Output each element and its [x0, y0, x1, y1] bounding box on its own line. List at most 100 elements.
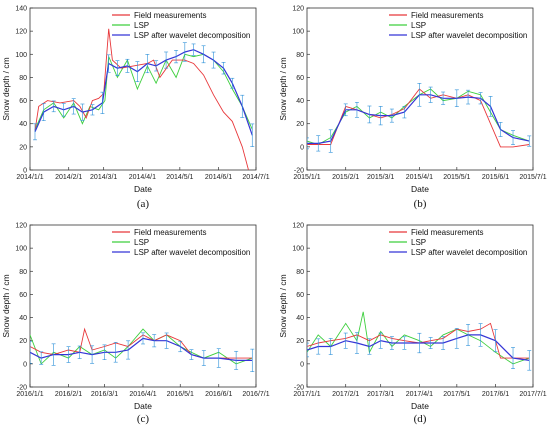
x-tick-label: 2017/1/1 [293, 391, 320, 398]
x-tick-label: 2017/4/1 [406, 391, 433, 398]
x-tick-label: 2014/1/1 [16, 174, 43, 181]
y-tick-label: 20 [19, 338, 27, 345]
x-tick-label: 2014/7/1 [242, 174, 269, 181]
y-axis-title: Snow depth / cm [1, 274, 11, 337]
x-tick-label: 2014/6/1 [205, 174, 232, 181]
plot-area [307, 311, 532, 371]
x-tick-label: 2014/5/1 [166, 174, 193, 181]
y-tick-label: 60 [19, 292, 27, 299]
legend-label-wavelet: LSP after wavelet decomposition [134, 248, 250, 257]
x-tick-label: 2015/1/1 [293, 174, 320, 181]
plot-frame [29, 224, 257, 388]
x-tick-label: 2015/2/1 [332, 174, 359, 181]
chart-panel-4: -20 0 20 40 60 80 100 120 2017/1/1 2017/2/1 2017/3… [278, 223, 547, 426]
legend-label-field: Field measurements [411, 11, 483, 20]
x-tick-label: 2016/6/1 [205, 391, 232, 398]
series-line-lsp [30, 328, 253, 365]
x-tick-label: 2017/5/1 [443, 391, 470, 398]
y-tick-label: 60 [19, 98, 27, 105]
x-tick-label: 2016/4/1 [129, 391, 156, 398]
plot-area [30, 327, 255, 372]
y-axis-title: Snow depth / cm [278, 274, 288, 337]
x-axis-title: Date [411, 401, 429, 411]
series-line-wavelet [34, 49, 253, 136]
x-tick-label: 2017/2/1 [332, 391, 359, 398]
y-tick-label: 80 [19, 269, 27, 276]
panel-label: (a) [137, 198, 150, 210]
panel-label: (c) [137, 413, 150, 425]
y-tick-label: -20 [294, 385, 304, 392]
x-tick-label: 2015/5/1 [443, 174, 470, 181]
series-line-wavelet [30, 337, 253, 361]
chart-panel-1: 0 20 40 60 80 100 120 140 2014/1/1 2014/2/1 2014/3… [1, 6, 270, 211]
plot-area [32, 28, 255, 170]
y-tick-label: 60 [296, 75, 304, 82]
y-tick-label: 80 [296, 269, 304, 276]
y-tick-label: 0 [23, 168, 27, 175]
legend-label-lsp: LSP [134, 21, 149, 30]
y-tick-label: 0 [300, 144, 304, 151]
x-tick-label: 2015/4/1 [406, 174, 433, 181]
x-tick-label: 2014/4/1 [129, 174, 156, 181]
x-tick-label: 2017/7/1 [519, 391, 546, 398]
y-tick-label: 40 [19, 121, 27, 128]
x-axis-title: Date [134, 184, 152, 194]
legend-label-field: Field measurements [134, 228, 206, 237]
y-axis-title: Snow depth / cm [278, 57, 288, 120]
x-tick-label: 2016/1/1 [16, 391, 43, 398]
y-tick-label: 20 [296, 121, 304, 128]
x-tick-label: 2014/3/1 [90, 174, 117, 181]
y-tick-label: 0 [300, 361, 304, 368]
panel-label: (b) [414, 198, 427, 210]
y-tick-label: 100 [15, 246, 27, 253]
x-axis-title: Date [411, 184, 429, 194]
y-tick-label: 80 [296, 52, 304, 59]
legend-label-lsp: LSP [134, 238, 149, 247]
y-tick-label: 120 [15, 223, 27, 230]
legend-label-wavelet: LSP after wavelet decomposition [134, 31, 250, 40]
y-tick-label: 0 [23, 361, 27, 368]
legend-label-wavelet: LSP after wavelet decomposition [411, 31, 527, 40]
legend-label-lsp: LSP [411, 238, 426, 247]
y-tick-label: 40 [296, 315, 304, 322]
y-tick-label: 60 [296, 292, 304, 299]
y-tick-label: 120 [292, 223, 304, 230]
chart-panel-3: -20 0 20 40 60 80 100 120 2016/1/1 2016/2/1 2016/3… [1, 223, 270, 426]
y-axis-title: Snow depth / cm [1, 57, 11, 120]
y-tick-label: 100 [292, 246, 304, 253]
y-tick-label: 40 [19, 315, 27, 322]
y-tick-label: 100 [15, 52, 27, 59]
y-tick-label: 20 [296, 338, 304, 345]
legend-label-lsp: LSP [411, 21, 426, 30]
y-tick-label: 120 [15, 29, 27, 36]
legend-label-wavelet: LSP after wavelet decomposition [411, 248, 527, 257]
legend-label-field: Field measurements [411, 228, 483, 237]
series-line-wavelet [307, 334, 530, 361]
y-tick-label: -20 [294, 168, 304, 175]
x-tick-label: 2015/6/1 [482, 174, 509, 181]
y-tick-label: 80 [19, 75, 27, 82]
x-tick-label: 2016/7/1 [242, 391, 269, 398]
y-tick-label: -20 [17, 385, 27, 392]
y-tick-label: 40 [296, 98, 304, 105]
panel-label: (d) [414, 413, 427, 425]
x-tick-label: 2017/6/1 [482, 391, 509, 398]
x-tick-label: 2016/5/1 [167, 391, 194, 398]
plot-frame [29, 7, 257, 171]
x-tick-label: 2014/2/1 [55, 174, 82, 181]
y-tick-label: 140 [15, 6, 27, 13]
x-tick-label: 2015/3/1 [367, 174, 394, 181]
x-tick-label: 2017/3/1 [367, 391, 394, 398]
x-tick-label: 2015/7/1 [519, 174, 546, 181]
plot-frame [306, 224, 534, 388]
y-tick-label: 20 [19, 144, 27, 151]
legend-label-field: Field measurements [134, 11, 206, 20]
chart-panel-2: -20 0 20 40 60 80 100 120 2015/1/1 2015/2/1 2015/3… [278, 6, 547, 211]
x-axis-title: Date [134, 401, 152, 411]
